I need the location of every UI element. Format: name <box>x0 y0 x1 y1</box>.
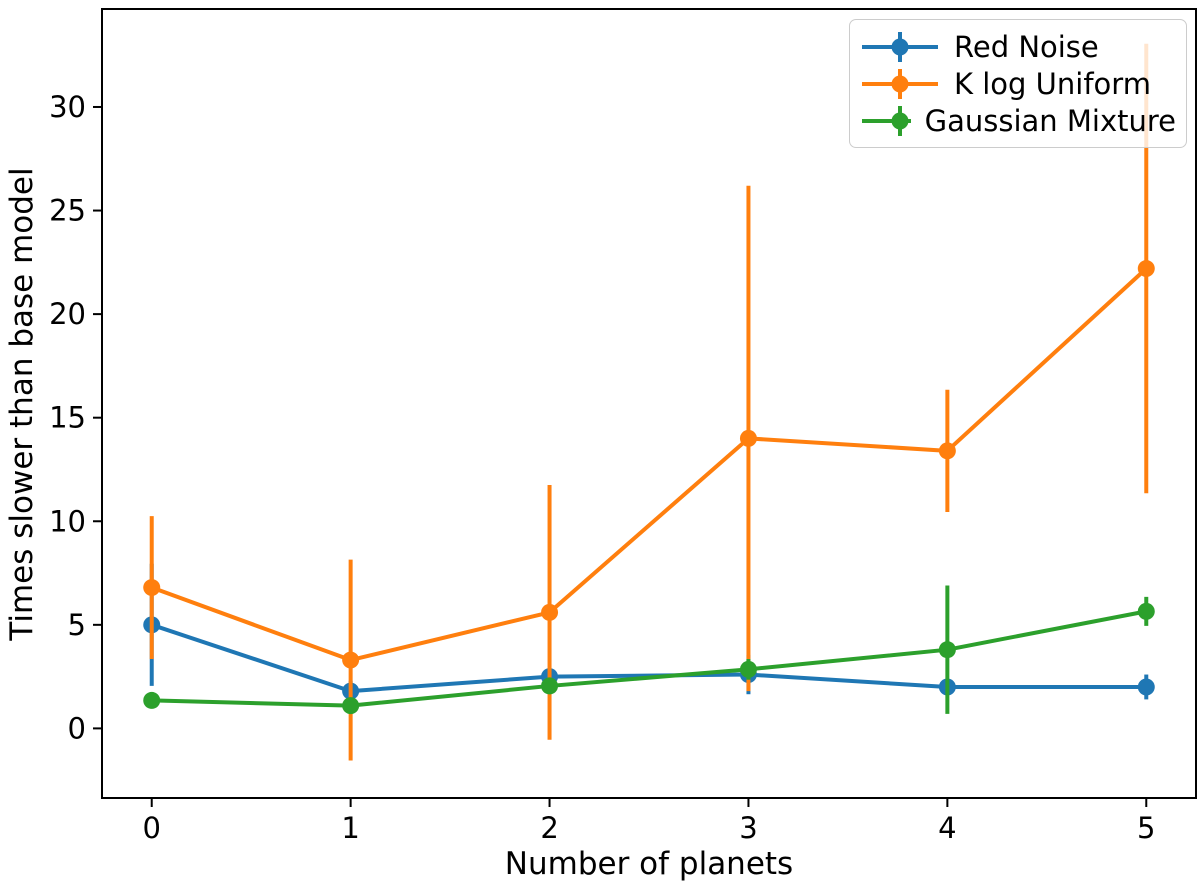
x-tick-label: 0 <box>143 811 161 845</box>
legend-item-label: Red Noise <box>954 29 1099 64</box>
legend: Red Noise K log Uniform Gaussian Mixture <box>849 19 1187 148</box>
legend-errorbar-handle-icon <box>862 68 938 99</box>
axes-spines <box>101 8 1197 799</box>
y-tick-label: 20 <box>49 297 86 331</box>
series-line <box>151 267 1148 663</box>
x-axis-label: Number of planets <box>505 846 793 882</box>
legend-errorbar-handle-icon <box>862 31 938 62</box>
axis-ticks: 0 1 2 3 4 5 0 5 10 15 20 25 30 <box>49 90 1155 845</box>
x-tick-label: 1 <box>341 811 359 845</box>
y-tick-label: 10 <box>49 504 86 538</box>
data-point-marker <box>342 697 360 715</box>
y-tick-label: 25 <box>49 194 86 228</box>
series-line <box>151 609 1147 708</box>
series-red-noise <box>143 563 1155 702</box>
data-point-marker <box>938 641 956 659</box>
y-tick-label: 5 <box>68 608 86 642</box>
data-point-marker <box>1137 678 1155 696</box>
y-tick-label: 30 <box>49 90 86 124</box>
data-point-marker <box>342 651 360 669</box>
y-axis-label: Times slower than base model <box>4 167 40 641</box>
series-line <box>151 622 1147 694</box>
x-tick-label: 5 <box>1137 811 1155 845</box>
data-point-marker <box>143 691 161 709</box>
data-point-marker <box>143 579 161 597</box>
series-k-log-uniform <box>143 43 1155 761</box>
legend-item-label: K log Uniform <box>954 66 1151 101</box>
x-tick-label: 3 <box>739 811 757 845</box>
legend-errorbar-handle-icon <box>862 105 911 136</box>
legend-item-gaussian-mixture: Gaussian Mixture <box>860 102 1176 139</box>
legend-item-k-log-uniform: K log Uniform <box>860 65 1176 102</box>
x-tick-label: 4 <box>938 811 956 845</box>
y-tick-label: 15 <box>49 401 86 435</box>
series-gaussian-mixture <box>143 585 1155 715</box>
data-point-marker <box>739 660 757 678</box>
x-tick-label: 2 <box>540 811 558 845</box>
data-point-marker <box>739 429 757 447</box>
data-point-marker <box>1137 260 1155 278</box>
legend-item-red-noise: Red Noise <box>860 28 1176 65</box>
data-point-marker <box>1137 602 1155 620</box>
data-point-marker <box>541 677 559 695</box>
y-tick-label: 0 <box>68 711 86 745</box>
data-point-marker <box>938 442 956 460</box>
data-point-marker <box>541 603 559 621</box>
legend-item-label: Gaussian Mixture <box>924 103 1176 138</box>
